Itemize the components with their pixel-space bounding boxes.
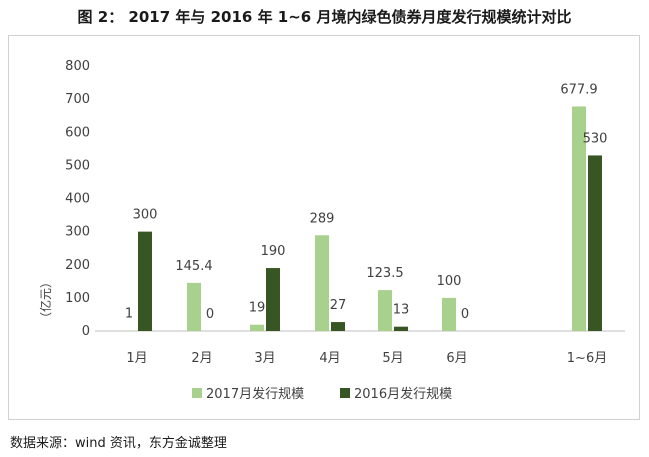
legend-label: 2017月发行规模: [206, 386, 304, 402]
y-axis-label: （亿元）: [38, 276, 53, 324]
bar-chart: 0 100 200 300 400 500 600 700 800 （亿元） 1 145.4 19 2…: [38, 59, 625, 402]
x-tick-label: 1~6月: [567, 351, 607, 366]
bar-2017-2: [250, 324, 264, 331]
bar-2017-3: [315, 235, 329, 331]
data-label: 677.9: [560, 82, 597, 97]
y-tick-label: 700: [65, 92, 90, 107]
y-tick-label: 600: [65, 125, 90, 140]
data-label: 0: [206, 307, 214, 322]
data-label: 145.4: [175, 259, 212, 274]
bar-2016-0: [138, 231, 152, 331]
y-tick-label: 500: [65, 158, 90, 173]
y-tick-label: 100: [65, 291, 90, 306]
bar-2017-5: [442, 297, 456, 331]
y-axis: 0 100 200 300 400 500 600 700 800: [65, 59, 90, 339]
data-label: 19: [249, 301, 266, 316]
y-tick-label: 300: [65, 225, 90, 240]
bar-2017-6: [572, 106, 586, 332]
y-tick-label: 0: [82, 324, 90, 339]
y-tick-label: 200: [65, 258, 90, 273]
x-axis: 1月 2月 3月 4月 5月 6月 1~6月: [126, 351, 607, 366]
bar-2017-1: [187, 282, 201, 331]
x-tick-label: 4月: [319, 351, 340, 366]
legend-swatch: [340, 388, 350, 398]
source-note: 数据来源：wind 资讯，东方金诚整理: [10, 436, 227, 451]
legend-swatch: [192, 388, 202, 398]
data-label: 300: [133, 208, 158, 223]
data-label: 123.5: [366, 266, 403, 281]
data-label: 13: [393, 303, 410, 318]
y-tick-label: 400: [65, 192, 90, 207]
chart-frame: [8, 35, 640, 420]
x-tick-label: 3月: [254, 351, 275, 366]
x-tick-label: 6月: [446, 351, 467, 366]
y-tick-label: 800: [65, 59, 90, 74]
data-label: 1: [125, 307, 133, 322]
data-label: 190: [261, 244, 286, 259]
bar-2016-2: [266, 268, 280, 331]
bar-2016-6: [588, 155, 602, 331]
data-label: 100: [437, 274, 462, 289]
x-tick-label: 1月: [126, 351, 147, 366]
data-label: 530: [583, 131, 608, 146]
data-label: 289: [310, 211, 335, 226]
x-tick-label: 5月: [382, 351, 403, 366]
data-label: 27: [330, 298, 347, 313]
bar-2016-4: [394, 326, 408, 331]
bar-2017-4: [378, 290, 392, 331]
bars-group: 1 145.4 19 289 123.5 100 677.9 300 0 190 27 13 0 530: [122, 82, 608, 332]
chart-title: 图 2： 2017 年与 2016 年 1~6 月境内绿色债券月度发行规模统计对…: [77, 8, 572, 26]
bar-2016-3: [331, 322, 345, 331]
data-label: 0: [461, 307, 469, 322]
legend: 2017月发行规模 2016月发行规模: [192, 386, 452, 402]
legend-label: 2016月发行规模: [354, 386, 452, 402]
x-tick-label: 2月: [191, 351, 212, 366]
